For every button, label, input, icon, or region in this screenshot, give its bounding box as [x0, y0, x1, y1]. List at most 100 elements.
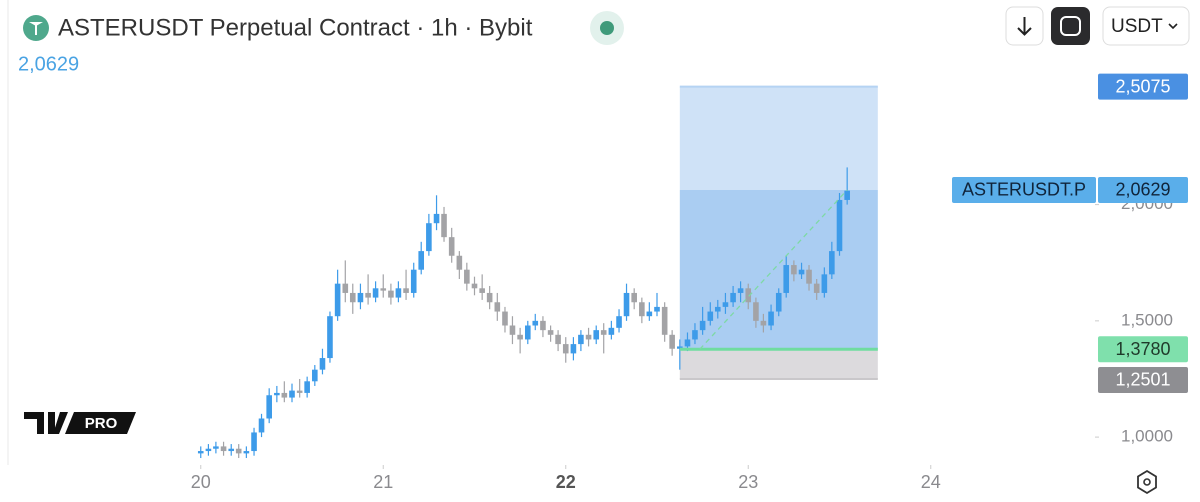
candle-body — [829, 251, 835, 275]
candle-body — [730, 292, 736, 303]
take-profit-box — [1098, 73, 1188, 100]
candle-body — [342, 283, 349, 293]
stop-box — [1098, 366, 1188, 393]
candle-body — [319, 358, 326, 370]
candle-body — [623, 292, 630, 317]
candle-body — [646, 311, 653, 317]
candle-body — [524, 325, 531, 340]
candle-body — [714, 306, 721, 312]
candle-body — [509, 325, 516, 335]
download-icon — [1017, 17, 1032, 36]
y-tick-label: 1,0000 — [1121, 427, 1173, 446]
x-tick-label: 23 — [738, 472, 758, 492]
last-price-box — [1098, 176, 1188, 203]
candle-body — [585, 334, 592, 340]
candle-body — [562, 344, 569, 354]
candle-body — [220, 446, 227, 452]
tv-logo — [24, 412, 68, 434]
x-tick-label: 21 — [373, 472, 393, 492]
candle-body — [722, 302, 729, 307]
candle-body — [456, 255, 463, 270]
candle-body — [228, 448, 235, 452]
candle-body — [677, 346, 683, 349]
profit-zone — [679, 189, 878, 350]
candle-body — [418, 251, 425, 270]
plot-area — [197, 85, 878, 459]
candle-body — [654, 306, 660, 312]
candle-body — [753, 302, 759, 321]
candle-body — [532, 320, 539, 326]
candle-body — [570, 344, 577, 354]
candle-body — [844, 190, 850, 200]
candle-body — [616, 316, 622, 328]
fullscreen-icon — [1060, 16, 1081, 36]
entry-label: 1,3780 — [1115, 339, 1170, 359]
candle-body — [266, 395, 272, 419]
candle-body — [426, 223, 432, 252]
candle-body — [836, 199, 843, 252]
candle-body — [258, 418, 265, 433]
x-tick-label: 24 — [921, 472, 941, 492]
last-price-label: 2,0629 — [1115, 180, 1170, 200]
candle-body — [372, 288, 379, 298]
candle-body — [813, 283, 820, 293]
candle-body — [608, 327, 615, 335]
candle-body — [471, 283, 478, 289]
candle-body — [547, 330, 554, 335]
candle-body — [631, 292, 637, 303]
candle-body — [251, 432, 257, 452]
candle-body — [639, 302, 645, 317]
candle-body — [243, 451, 250, 454]
candle-body — [441, 213, 447, 238]
header-price: 2,0629 — [18, 53, 79, 75]
pro-badge — [65, 412, 136, 434]
candle-body — [768, 311, 774, 326]
candle-body — [357, 292, 364, 303]
candle-body — [349, 292, 356, 303]
candle-body — [403, 288, 409, 293]
chevron — [1168, 23, 1178, 30]
trade-path — [699, 189, 848, 350]
candle-body — [806, 269, 812, 284]
candle-body — [388, 290, 394, 298]
coin-glyph — [29, 22, 43, 35]
candle-body — [365, 292, 371, 298]
x-tick-label: 20 — [191, 472, 211, 492]
candle-body — [433, 213, 440, 224]
candle-body — [555, 334, 561, 345]
candle-body — [289, 390, 295, 398]
candle-body — [281, 392, 288, 398]
candle-body — [395, 288, 402, 298]
candle-body — [760, 320, 767, 326]
candle-body — [479, 288, 485, 293]
candle-body — [213, 446, 219, 449]
candle-body — [600, 330, 607, 335]
candle-body — [737, 288, 744, 293]
candle-body — [334, 283, 341, 317]
settings-icon — [1143, 478, 1151, 486]
candle-body — [692, 330, 698, 340]
symbol-tag: ASTERUSDT.P — [962, 180, 1086, 200]
settings-button[interactable] — [1137, 469, 1157, 495]
candle-body — [448, 237, 455, 256]
candle-body — [235, 448, 242, 454]
candle-body — [312, 369, 318, 382]
symbol-tag-box — [952, 176, 1096, 203]
candle-body — [707, 311, 714, 321]
market-status[interactable] — [600, 21, 614, 35]
candle-body — [464, 269, 470, 284]
candle-body — [798, 269, 805, 275]
take-profit-label: 2,5075 — [1115, 76, 1170, 96]
candle-body — [593, 330, 600, 340]
candle-body — [578, 334, 584, 345]
currency-select[interactable] — [1102, 6, 1190, 46]
y-tick-label: 1,5000 — [1121, 310, 1173, 329]
currency-label: USDT — [1111, 16, 1163, 37]
candle-body — [791, 265, 797, 275]
stop-label: 1,2501 — [1115, 370, 1170, 390]
candle-body — [486, 292, 493, 303]
fullscreen-button[interactable] — [1051, 7, 1090, 45]
candle-body — [783, 265, 790, 293]
candle-body — [274, 392, 280, 396]
